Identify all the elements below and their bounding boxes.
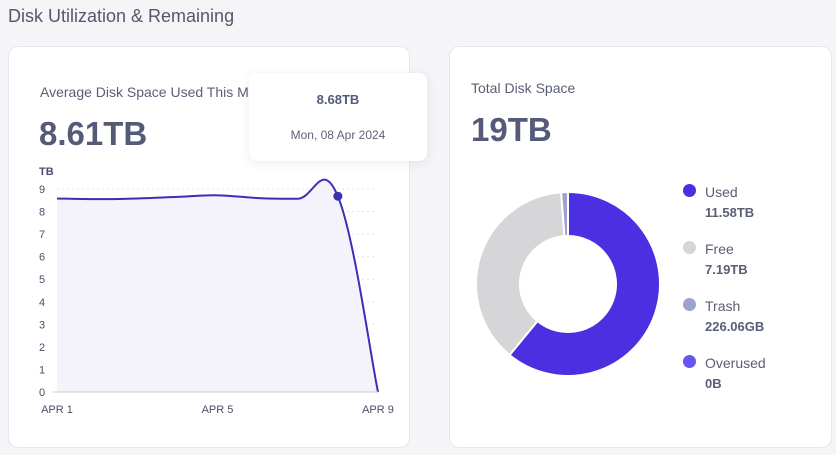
avg-disk-value: 8.61TB: [39, 115, 148, 152]
tooltip-value: 8.68TB: [316, 92, 360, 107]
section-title: Disk Utilization & Remaining: [8, 6, 235, 26]
x-tick-label: APR 9: [362, 404, 394, 416]
legend-name: Overused: [705, 355, 766, 371]
disk-donut-chart: [475, 190, 661, 377]
total-disk-card: Total Disk Space 19TB Used 11.58TB Free …: [449, 46, 832, 448]
total-disk-value: 19TB: [471, 111, 552, 148]
legend-value: 11.58TB: [705, 205, 755, 220]
y-tick-label: 0: [39, 387, 45, 399]
y-tick-label: 8: [39, 207, 45, 219]
x-tick-label: APR 1: [41, 404, 73, 416]
legend-value: 226.06GB: [705, 319, 765, 334]
y-tick-label: 9: [39, 184, 45, 196]
donut-slice-used: [508, 190, 661, 377]
avg-disk-label: Average Disk Space Used This Month: [40, 84, 270, 100]
legend-name: Free: [705, 241, 734, 257]
x-tick-label: APR 5: [202, 404, 234, 416]
y-tick-label: 2: [39, 342, 45, 354]
y-tick-label: 7: [39, 229, 45, 241]
y-tick-label: 3: [39, 319, 45, 331]
legend-dot-overused: [683, 355, 696, 368]
legend-name: Used: [705, 184, 738, 200]
donut-slice-trash: [560, 190, 569, 238]
legend-value: 0B: [705, 376, 722, 391]
legend-dot-trash: [683, 298, 696, 311]
legend-dot-used: [683, 184, 696, 197]
y-tick-label: 5: [39, 274, 45, 286]
legend-value: 7.19TB: [705, 262, 748, 277]
disk-usage-line-chart: 0 1 2 3 4 5 6 7 8 9 TB APR 1 APR 5 APR 9: [39, 166, 394, 416]
legend-name: Trash: [705, 298, 741, 314]
y-tick-label: 6: [39, 252, 45, 264]
tooltip-date: Mon, 08 Apr 2024: [290, 128, 386, 142]
y-tick-label: 1: [39, 364, 45, 376]
donut-slice-free: [475, 191, 566, 357]
legend-dot-free: [683, 241, 696, 254]
series-line: [56, 178, 379, 393]
total-disk-label: Total Disk Space: [471, 80, 576, 96]
chart-tooltip: 8.68TB Mon, 08 Apr 2024: [249, 73, 427, 161]
y-axis-label: TB: [39, 166, 54, 178]
area-fill: [57, 179, 378, 392]
y-tick-label: 4: [39, 297, 45, 309]
highlight-point: [333, 191, 343, 201]
avg-disk-card: Average Disk Space Used This Month 8.61T…: [8, 46, 427, 448]
